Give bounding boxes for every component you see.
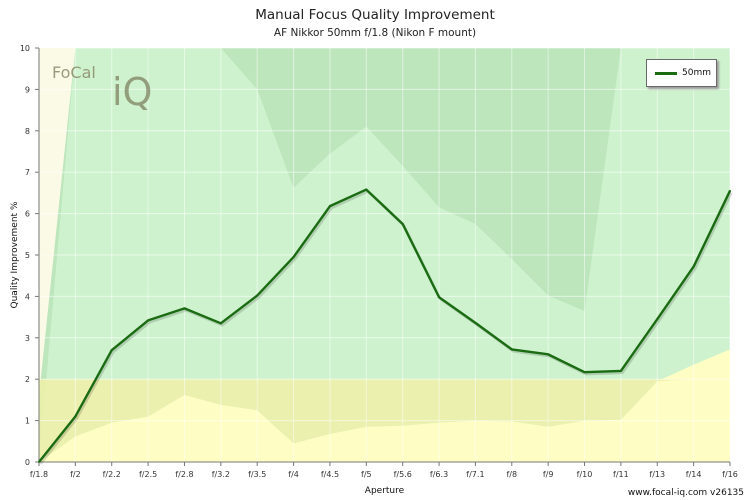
data-point <box>438 296 440 299</box>
data-point <box>219 322 222 325</box>
data-point <box>365 188 368 191</box>
focal-logo: FoCal iQ <box>50 58 180 118</box>
logo-word: FoCal <box>52 63 96 82</box>
x-tick-label: f/6.3 <box>430 470 448 479</box>
lower-band <box>39 349 730 462</box>
x-tick-label: f/1.8 <box>30 470 48 479</box>
y-tick-label: 3 <box>25 334 30 343</box>
y-tick-label: 0 <box>25 458 30 467</box>
x-tick-label: f/14 <box>686 470 702 479</box>
y-tick-label: 8 <box>25 127 30 136</box>
x-tick-label: f/2.8 <box>175 470 193 479</box>
x-tick-label: f/3.5 <box>248 470 266 479</box>
y-axis-label: Quality Improvement % <box>10 201 20 308</box>
legend-label-50mm: 50mm <box>682 68 711 78</box>
y-tick-label: 9 <box>25 85 30 94</box>
y-tick-label: 7 <box>25 168 30 177</box>
x-tick-label: f/8 <box>506 470 517 479</box>
y-tick-label: 5 <box>25 251 30 260</box>
y-tick-label: 1 <box>25 417 30 426</box>
x-tick-label: f/2.2 <box>103 470 121 479</box>
data-point <box>256 294 259 297</box>
y-tick-label: 6 <box>25 210 30 219</box>
x-tick-label: f/7.1 <box>466 470 484 479</box>
series-line-50mm <box>38 188 732 463</box>
data-point <box>656 318 659 321</box>
data-point <box>583 371 586 374</box>
data-point <box>147 319 150 322</box>
x-tick-label: f/5.6 <box>394 470 412 479</box>
data-point <box>729 189 731 192</box>
chart-title: Manual Focus Quality Improvement <box>255 7 495 23</box>
x-tick-label: f/5 <box>361 470 372 479</box>
legend: 50mm <box>646 59 717 87</box>
data-point <box>74 415 77 418</box>
y-tick-label: 4 <box>25 292 30 301</box>
x-tick-label: f/3.2 <box>212 470 230 479</box>
data-point <box>110 349 113 352</box>
logo-mark: iQ <box>112 70 152 114</box>
x-tick-label: f/4 <box>288 470 299 479</box>
x-tick-label: f/16 <box>722 470 738 479</box>
data-point <box>510 348 513 351</box>
x-tick-label: f/11 <box>613 470 629 479</box>
x-tick-label: f/10 <box>577 470 593 479</box>
data-point <box>292 256 295 258</box>
x-tick-label: f/4.5 <box>321 470 339 479</box>
data-point <box>692 265 695 268</box>
data-point <box>329 205 331 208</box>
data-point <box>547 353 550 356</box>
data-point <box>401 223 404 225</box>
x-axis-label: Aperture <box>365 486 405 496</box>
x-tick-label: f/13 <box>649 470 665 479</box>
data-point <box>619 370 622 372</box>
legend-swatch-50mm <box>655 71 677 75</box>
data-point <box>183 307 186 310</box>
x-tick-label: f/9 <box>543 470 554 479</box>
y-tick-label: 10 <box>20 44 30 53</box>
x-tick-label: f/2.5 <box>139 470 157 479</box>
data-point <box>38 461 40 463</box>
chart-subtitle: AF Nikkor 50mm f/1.8 (Nikon F mount) <box>273 27 477 39</box>
watermark: www.focal-iq.com v26135 <box>627 488 744 498</box>
y-tick-label: 2 <box>25 375 30 384</box>
x-tick-label: f/2 <box>70 470 81 479</box>
data-point <box>474 321 477 324</box>
